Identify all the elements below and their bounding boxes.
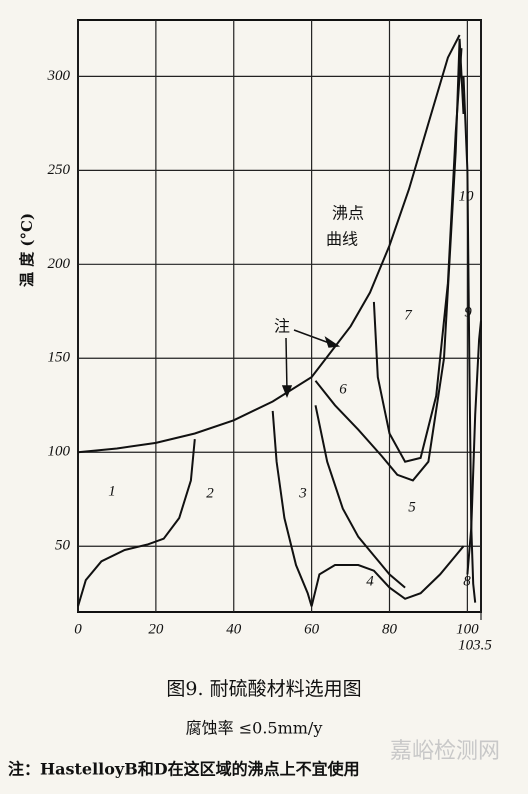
arrows bbox=[281, 329, 341, 399]
y-tick-label: 150 bbox=[48, 350, 71, 366]
y-tick-label: 300 bbox=[47, 68, 71, 84]
y-tick-label: 250 bbox=[48, 162, 71, 178]
region-label: 6 bbox=[339, 381, 347, 397]
region-label: 8 bbox=[463, 573, 471, 589]
region-label: 9 bbox=[464, 304, 472, 320]
caption: 图9. 耐硫酸材料选用图 bbox=[166, 678, 361, 700]
x-tick-label: 103.5 bbox=[458, 637, 492, 653]
y-tick-label: 100 bbox=[48, 444, 71, 460]
region-label: 2 bbox=[206, 485, 214, 501]
curve bbox=[466, 320, 482, 575]
curve bbox=[310, 545, 465, 607]
annotation: 曲线 bbox=[326, 230, 358, 249]
region-label: 3 bbox=[298, 485, 307, 501]
annotation: 注 bbox=[274, 317, 290, 336]
region-label: 4 bbox=[366, 573, 374, 589]
subcaption: 腐蚀率 ≤0.5mm/y bbox=[186, 719, 323, 738]
x-tick-label: 100 bbox=[456, 621, 479, 637]
region-label: 10 bbox=[459, 188, 475, 204]
curve bbox=[271, 410, 313, 607]
region-label: 1 bbox=[108, 483, 116, 499]
x-tick-label: 80 bbox=[382, 621, 398, 637]
x-tick-label: 20 bbox=[148, 621, 164, 637]
region-label: 5 bbox=[408, 499, 416, 515]
x-tick-label: 60 bbox=[304, 621, 320, 637]
region-label: 7 bbox=[404, 307, 413, 323]
y-axis-label: 温 度 (°C) bbox=[18, 213, 36, 287]
curve bbox=[314, 405, 406, 589]
curve bbox=[462, 76, 477, 603]
annotation: 沸点 bbox=[332, 204, 364, 223]
curve bbox=[77, 439, 196, 607]
curve bbox=[77, 34, 461, 454]
x-tick-label: 0 bbox=[74, 621, 82, 637]
x-tick-label: 40 bbox=[226, 621, 242, 637]
y-tick-label: 200 bbox=[48, 256, 71, 272]
watermark: 嘉峪检测网 bbox=[390, 739, 500, 764]
note: 注：HastelloyB和D在这区域的沸点上不宜使用 bbox=[8, 760, 360, 779]
y-tick-label: 50 bbox=[55, 538, 71, 554]
curve bbox=[372, 48, 463, 463]
